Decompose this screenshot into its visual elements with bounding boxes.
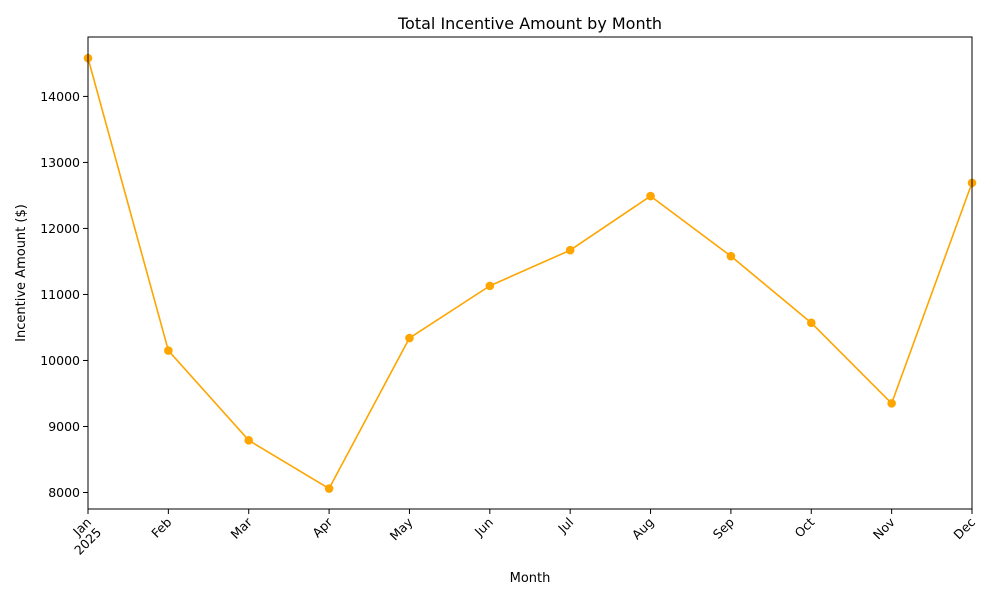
data-point [887, 399, 896, 408]
data-point [646, 191, 655, 201]
x-tick-label: Feb [148, 514, 174, 540]
x-tick-label: Nov [870, 514, 898, 542]
data-point [726, 251, 736, 261]
y-tick-label: 10000 [40, 353, 80, 368]
data-point [565, 245, 575, 255]
x-axis-label: Month [510, 571, 551, 586]
x-axis: Jan2025 Feb Mar Apr May Jun Jul Aug Sep Oct Nov Dec [61, 509, 978, 558]
x-tick-label: Jan2025 [61, 515, 104, 558]
data-point [485, 281, 495, 291]
data-point [244, 436, 254, 445]
x-tick-label: May [387, 514, 416, 543]
x-tick-label: Jul [554, 515, 576, 537]
y-tick-label: 13000 [40, 155, 80, 170]
data-point [324, 484, 334, 493]
x-tick-label: Apr [309, 514, 336, 541]
x-tick-label: Aug [629, 515, 657, 543]
x-tick-label: Sep [710, 514, 737, 541]
x-tick-label: Jun [471, 515, 496, 540]
y-axis-label: Incentive Amount ($) [14, 204, 29, 342]
plot-frame [87, 36, 973, 510]
y-tick-label: 8000 [48, 485, 80, 500]
series-incentive [83, 53, 977, 493]
data-point [806, 318, 816, 328]
y-tick-label: 9000 [48, 419, 80, 434]
data-point [164, 346, 173, 355]
x-tick-label: Mar [228, 514, 256, 542]
y-axis: 8000 9000 10000 11000 12000 13000 14000 [40, 89, 88, 500]
data-point [405, 333, 414, 343]
series-line [87, 57, 973, 490]
y-tick-label: 12000 [40, 221, 80, 236]
x-tick-label: Dec [950, 514, 978, 542]
chart-title: Total Incentive Amount by Month [397, 14, 662, 33]
y-tick-label: 14000 [40, 89, 80, 104]
y-tick-label: 11000 [40, 287, 80, 302]
x-tick-label: Oct [791, 514, 817, 540]
